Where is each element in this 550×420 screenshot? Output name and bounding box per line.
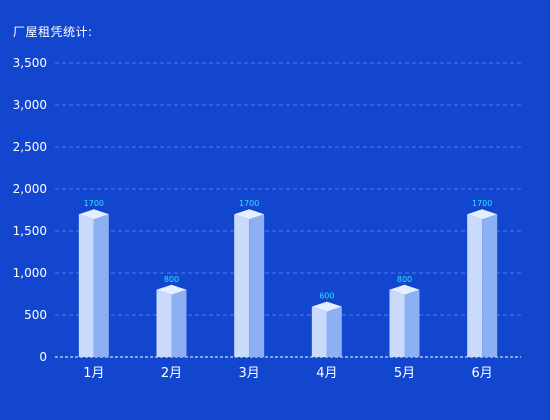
x-tick-label: 5月 xyxy=(394,366,415,381)
bar xyxy=(467,214,483,357)
bar-top xyxy=(78,209,109,220)
x-tick-label: 4月 xyxy=(316,366,337,381)
y-tick-label: 500 xyxy=(24,308,47,322)
bar xyxy=(389,289,405,357)
bar xyxy=(234,214,250,357)
data-label: 1700 xyxy=(84,199,104,208)
y-tick-label: 2,500 xyxy=(13,140,47,154)
bar xyxy=(311,306,327,357)
bar-side xyxy=(482,214,498,357)
y-tick-label: 2,000 xyxy=(13,182,47,196)
bar-top xyxy=(467,209,498,220)
data-label: 600 xyxy=(319,292,334,301)
bar-side xyxy=(326,306,342,357)
x-tick-label: 3月 xyxy=(239,366,260,381)
bar-top xyxy=(156,284,187,295)
y-tick-label: 3,000 xyxy=(13,98,47,112)
y-tick-label: 1,500 xyxy=(13,224,47,238)
y-tick-label: 3,500 xyxy=(13,56,47,70)
bar-side xyxy=(404,289,420,357)
bar-top xyxy=(234,209,265,220)
bar-side xyxy=(249,214,265,357)
y-tick-label: 1,000 xyxy=(13,266,47,280)
x-tick-label: 2月 xyxy=(161,366,182,381)
chart-title: 厂屋租凭统计: xyxy=(13,25,93,39)
x-tick-label: 1月 xyxy=(83,366,104,381)
bar-side xyxy=(93,214,109,357)
x-tick-label: 6月 xyxy=(472,366,493,381)
data-label: 800 xyxy=(397,275,412,284)
bar-top xyxy=(311,301,342,312)
bar-side xyxy=(171,289,187,357)
data-label: 1700 xyxy=(472,199,492,208)
bar-top xyxy=(389,284,420,295)
y-tick-label: 0 xyxy=(39,350,47,364)
bar xyxy=(78,214,94,357)
data-label: 800 xyxy=(164,275,179,284)
data-label: 1700 xyxy=(239,199,259,208)
bar xyxy=(156,289,172,357)
